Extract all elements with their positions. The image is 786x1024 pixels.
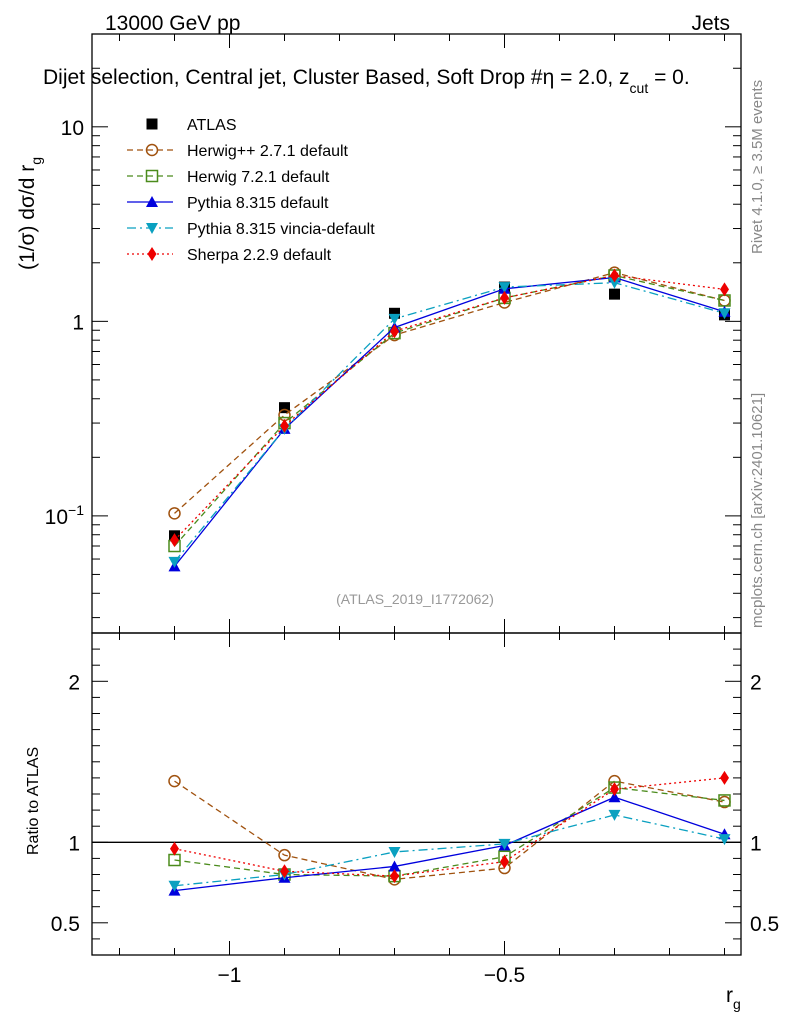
subtitle-mid: η = 2.0, z — [543, 66, 630, 89]
main-ylabel-main: (1/σ) dσ/d r — [16, 165, 39, 270]
main-data-point — [610, 268, 619, 283]
main-ylabel-sub: g — [28, 157, 44, 165]
ratio-data-point — [168, 774, 181, 788]
main-ylabel: (1/σ) dσ/d rg — [16, 157, 44, 270]
ratio-data-point — [388, 846, 401, 858]
main-data-point — [718, 308, 731, 320]
header-right: Jets — [691, 12, 730, 35]
ratio-panel: 2 2 1 1 0.5 0.5 −1 −0.5 — [51, 632, 779, 987]
ratio-ytick-label: 1 — [68, 832, 80, 855]
main-ytick-label: 10−1 — [45, 502, 85, 529]
main-data-point — [168, 507, 181, 520]
ratio-ytick-label-right: 2 — [750, 671, 762, 694]
analysis-watermark: (ATLAS_2019_I1772062) — [336, 591, 494, 607]
main-ytick-label-base: 10 — [61, 117, 84, 140]
ratio-data-point — [718, 794, 731, 807]
main-series-line — [173, 282, 725, 563]
ratio-data-point — [390, 869, 399, 884]
main-ytick-label: 10 — [61, 117, 84, 140]
legend-marker — [145, 169, 159, 183]
legend-marker — [146, 118, 158, 130]
ratio-ytick-label-right: 1 — [750, 832, 762, 855]
ratio-series-line — [174, 780, 725, 880]
main-series-line — [174, 274, 725, 547]
main-data-point — [720, 282, 729, 297]
main-data-point — [500, 290, 509, 305]
legend-marker — [146, 223, 158, 234]
rivet-label: Rivet 4.1.0, ≥ 3.5M events — [749, 80, 766, 254]
main-data-point — [279, 402, 290, 414]
main-data-point — [388, 313, 401, 325]
ratio-series-line — [174, 796, 725, 892]
main-series-line — [174, 274, 725, 541]
legend-label: Pythia 8.315 vincia-default — [187, 221, 375, 238]
ratio-ylabel: Ratio to ATLAS — [25, 747, 42, 855]
legend-marker — [146, 196, 158, 207]
main-ytick-label: 1 — [72, 311, 84, 334]
ratio-series-line — [174, 786, 725, 877]
main-data-point — [170, 533, 179, 548]
ratio-frame — [91, 632, 742, 956]
ratio-data-point — [278, 848, 291, 862]
ratio-data-point — [170, 841, 179, 856]
main-data-point — [609, 288, 620, 300]
main-data-point — [168, 556, 181, 568]
ratio-data-point — [718, 834, 731, 846]
legend-label: Herwig 7.2.1 default — [187, 169, 330, 186]
ratio-data-point — [168, 880, 181, 892]
legend-marker — [145, 143, 159, 157]
ratio-xtick-label: −0.5 — [484, 964, 525, 987]
ratio-xlabel-sub: g — [733, 996, 741, 1012]
ratio-ytick-label: 0.5 — [51, 913, 80, 936]
main-data-point — [389, 307, 400, 319]
subtitle-main: Dijet selection, Central jet, Cluster Ba… — [43, 66, 543, 89]
ratio-xlabel-main: r — [726, 984, 733, 1007]
ratio-ytick-label: 2 — [68, 671, 80, 694]
main-series-line — [173, 276, 725, 567]
ratio-data-point — [280, 864, 289, 879]
mcplots-label: mcplots.cern.ch [arXiv:2401.10621] — [749, 393, 766, 628]
ratio-xlabel: rg — [726, 984, 741, 1012]
main-ytick-label-exp: −1 — [68, 502, 84, 518]
ratio-data-point — [610, 782, 619, 797]
header-left: 13000 GeV pp — [105, 12, 240, 35]
legend-label: Sherpa 2.2.9 default — [187, 247, 332, 264]
legend: ATLAS Herwig++ 2.7.1 default Herwig 7.2.1 … — [127, 117, 375, 264]
legend-label: Pythia 8.315 default — [187, 195, 329, 212]
ratio-ytick-label-right: 0.5 — [750, 913, 779, 936]
main-data-point — [390, 324, 399, 339]
subtitle-end: = 0. — [648, 66, 689, 89]
main-data-point — [608, 277, 621, 289]
main-data-point — [280, 418, 289, 433]
plot-subtitle: Dijet selection, Central jet, Cluster Ba… — [43, 66, 690, 96]
main-ytick-label-base: 1 — [72, 311, 84, 334]
ratio-data-point — [608, 809, 621, 821]
ratio-xtick-label: −1 — [218, 964, 242, 987]
ratio-data-point — [500, 854, 509, 869]
ratio-data-point — [388, 860, 401, 872]
ratio-data-point — [720, 770, 729, 785]
legend-label: Herwig++ 2.7.1 default — [187, 143, 349, 160]
ratio-series-line — [174, 814, 725, 887]
ratio-series-line — [174, 777, 725, 877]
subtitle-sub: cut — [630, 80, 649, 96]
ratio-data-point — [608, 791, 621, 803]
main-data-point — [498, 282, 511, 294]
legend-label: ATLAS — [187, 117, 237, 134]
main-ytick-label-base: 10 — [45, 506, 68, 529]
ratio-data-point — [498, 838, 511, 850]
legend-marker — [147, 247, 157, 261]
main-series-line — [174, 271, 725, 514]
